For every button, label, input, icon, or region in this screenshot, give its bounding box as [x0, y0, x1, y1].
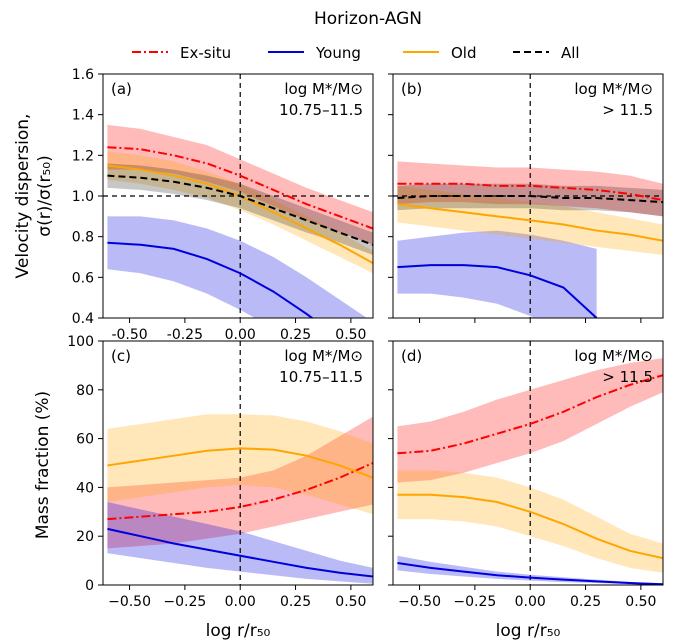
panel-a: 0.4 0.6 0.8 1.0 1.2 1.4 1.6 -0.50 -0.25 0.00 0.25 0… [72, 67, 374, 343]
panel-a-line-ex-situ [107, 146, 373, 230]
panel-a-ytick-label: 1.4 [72, 108, 94, 124]
panel-c-ytick-label: 0 [85, 578, 94, 594]
panel-d-line-ex-situ [397, 374, 663, 455]
panel-a-xtick-label: 0.25 [280, 327, 311, 343]
panel-a-band-young [107, 216, 367, 318]
legend-label-all: All [561, 44, 580, 62]
panel-c-line-old [107, 447, 373, 479]
panel-c-xtick-label: −0.25 [163, 594, 206, 610]
panel-d-xtick-label: −0.50 [398, 594, 441, 610]
panel-d-plot [397, 341, 663, 585]
ylabel-top-line2: σ(r)/σ(r₅₀) [35, 155, 55, 236]
panel-b-mass-range: > 11.5 [602, 101, 653, 119]
panel-c-frame [102, 340, 374, 586]
panel-c-line-young [107, 527, 373, 578]
panel-b-letter: (b) [401, 80, 422, 98]
panel-a-line-all [107, 174, 373, 246]
panel-c-mass-label: log M*/M⊙ [284, 347, 363, 365]
panel-b-line-all [397, 195, 663, 204]
panel-a-mass-label: log M*/M⊙ [284, 80, 363, 98]
panel-c-xtick-label: 0.50 [335, 594, 366, 610]
panel-b-plot [393, 74, 663, 318]
panel-d-xtick-label: 0.00 [515, 594, 546, 610]
ylabel-bottom: Mass fraction (%) [33, 391, 53, 539]
panel-d-frame [392, 340, 664, 586]
panel-c-ytick-label: 100 [67, 334, 94, 350]
panel-c-band-old [107, 414, 373, 515]
panel-d-band-ex-situ [397, 358, 663, 483]
panel-b-line-ex-situ [397, 182, 663, 202]
legend-label-young: Young [315, 44, 361, 62]
panel-b-line-old [397, 203, 663, 242]
panel-c-plot [107, 341, 373, 585]
panel-a-xtick-label: 0.00 [225, 327, 256, 343]
figure-title: Horizon-AGN [314, 9, 422, 29]
panel-c-letter: (c) [111, 347, 131, 365]
panel-c-mass-range: 10.75–11.5 [279, 368, 363, 386]
panel-a-line-young [107, 241, 314, 318]
panel-a-xtick-label: -0.25 [167, 327, 203, 343]
panel-a-mass-range: 10.75–11.5 [279, 101, 363, 119]
panel-a-xtick-label: -0.50 [111, 327, 147, 343]
panel-a-ytick-label: 0.6 [72, 270, 94, 286]
panel-d-mass-range: > 11.5 [602, 368, 653, 386]
panel-a-ytick-label: 1.6 [72, 67, 94, 83]
panel-b-line-young [397, 264, 598, 318]
panel-a-ytick-label: 1.0 [72, 189, 94, 205]
ylabel-top: Velocity dispersion, σ(r)/σ(r₅₀) [13, 114, 55, 279]
panel-d-xtick-label: −0.25 [453, 594, 496, 610]
xlabel-left: log r/r₅₀ [206, 621, 271, 641]
xlabel-right: log r/r₅₀ [496, 621, 561, 641]
panel-c-ytick-label: 80 [76, 383, 94, 399]
panel-d-xtick-label: 0.50 [625, 594, 656, 610]
panel-c-xtick-label: 0.00 [225, 594, 256, 610]
panel-a-letter: (a) [111, 80, 132, 98]
panel-c-xtick-label: 0.25 [280, 594, 311, 610]
panels: 0.40.60.81.01.21.41.6-0.50 -0.25 0.00 0.25 0… [67, 67, 664, 610]
panel-a-ytick-label: 0.4 [72, 311, 94, 327]
panel-a-band-all [107, 163, 373, 255]
legend-label-ex-situ: Ex-situ [180, 44, 231, 62]
panel-d-line-old [397, 493, 663, 560]
panel-d-xtick-label: 0.25 [570, 594, 601, 610]
legend-label-old: Old [451, 44, 477, 62]
panel-c: 0 20 40 60 80 100 −0.50 −0.25 0.00 0.25 0.50 (c) log… [67, 334, 374, 610]
panel-b-band-ex-situ [397, 161, 663, 217]
panel-a-ytick-label: 1.2 [72, 148, 94, 164]
panel-c-ytick-label: 60 [76, 432, 94, 448]
panel-d-line-young [397, 562, 663, 585]
panel-b-band-young [397, 230, 597, 318]
panel-c-xtick-label: −0.50 [108, 594, 151, 610]
panel-c-band-ex-situ [107, 416, 373, 549]
panel-d-mass-label: log M*/M⊙ [574, 347, 653, 365]
panel-b-mass-label: log M*/M⊙ [574, 80, 653, 98]
panel-c-ytick-label: 40 [76, 480, 94, 496]
panel-c-line-ex-situ [107, 462, 373, 521]
panel-d-letter: (d) [401, 347, 422, 365]
panel-a-plot [103, 74, 373, 318]
panel-d: −0.50 −0.25 0.00 0.25 0.50 (d) log M*/M⊙ > 11.5 [388, 340, 664, 610]
panel-b: (b) log M*/M⊙ > 11.5 [388, 73, 664, 323]
panel-a-ytick-label: 0.8 [72, 230, 94, 246]
legend: Ex-situ Young Old All [132, 44, 580, 62]
panel-a-xtick-label: 0.50 [335, 327, 366, 343]
panel-c-ytick-label: 20 [76, 529, 94, 545]
ylabel-top-line1: Velocity dispersion, [13, 114, 33, 279]
